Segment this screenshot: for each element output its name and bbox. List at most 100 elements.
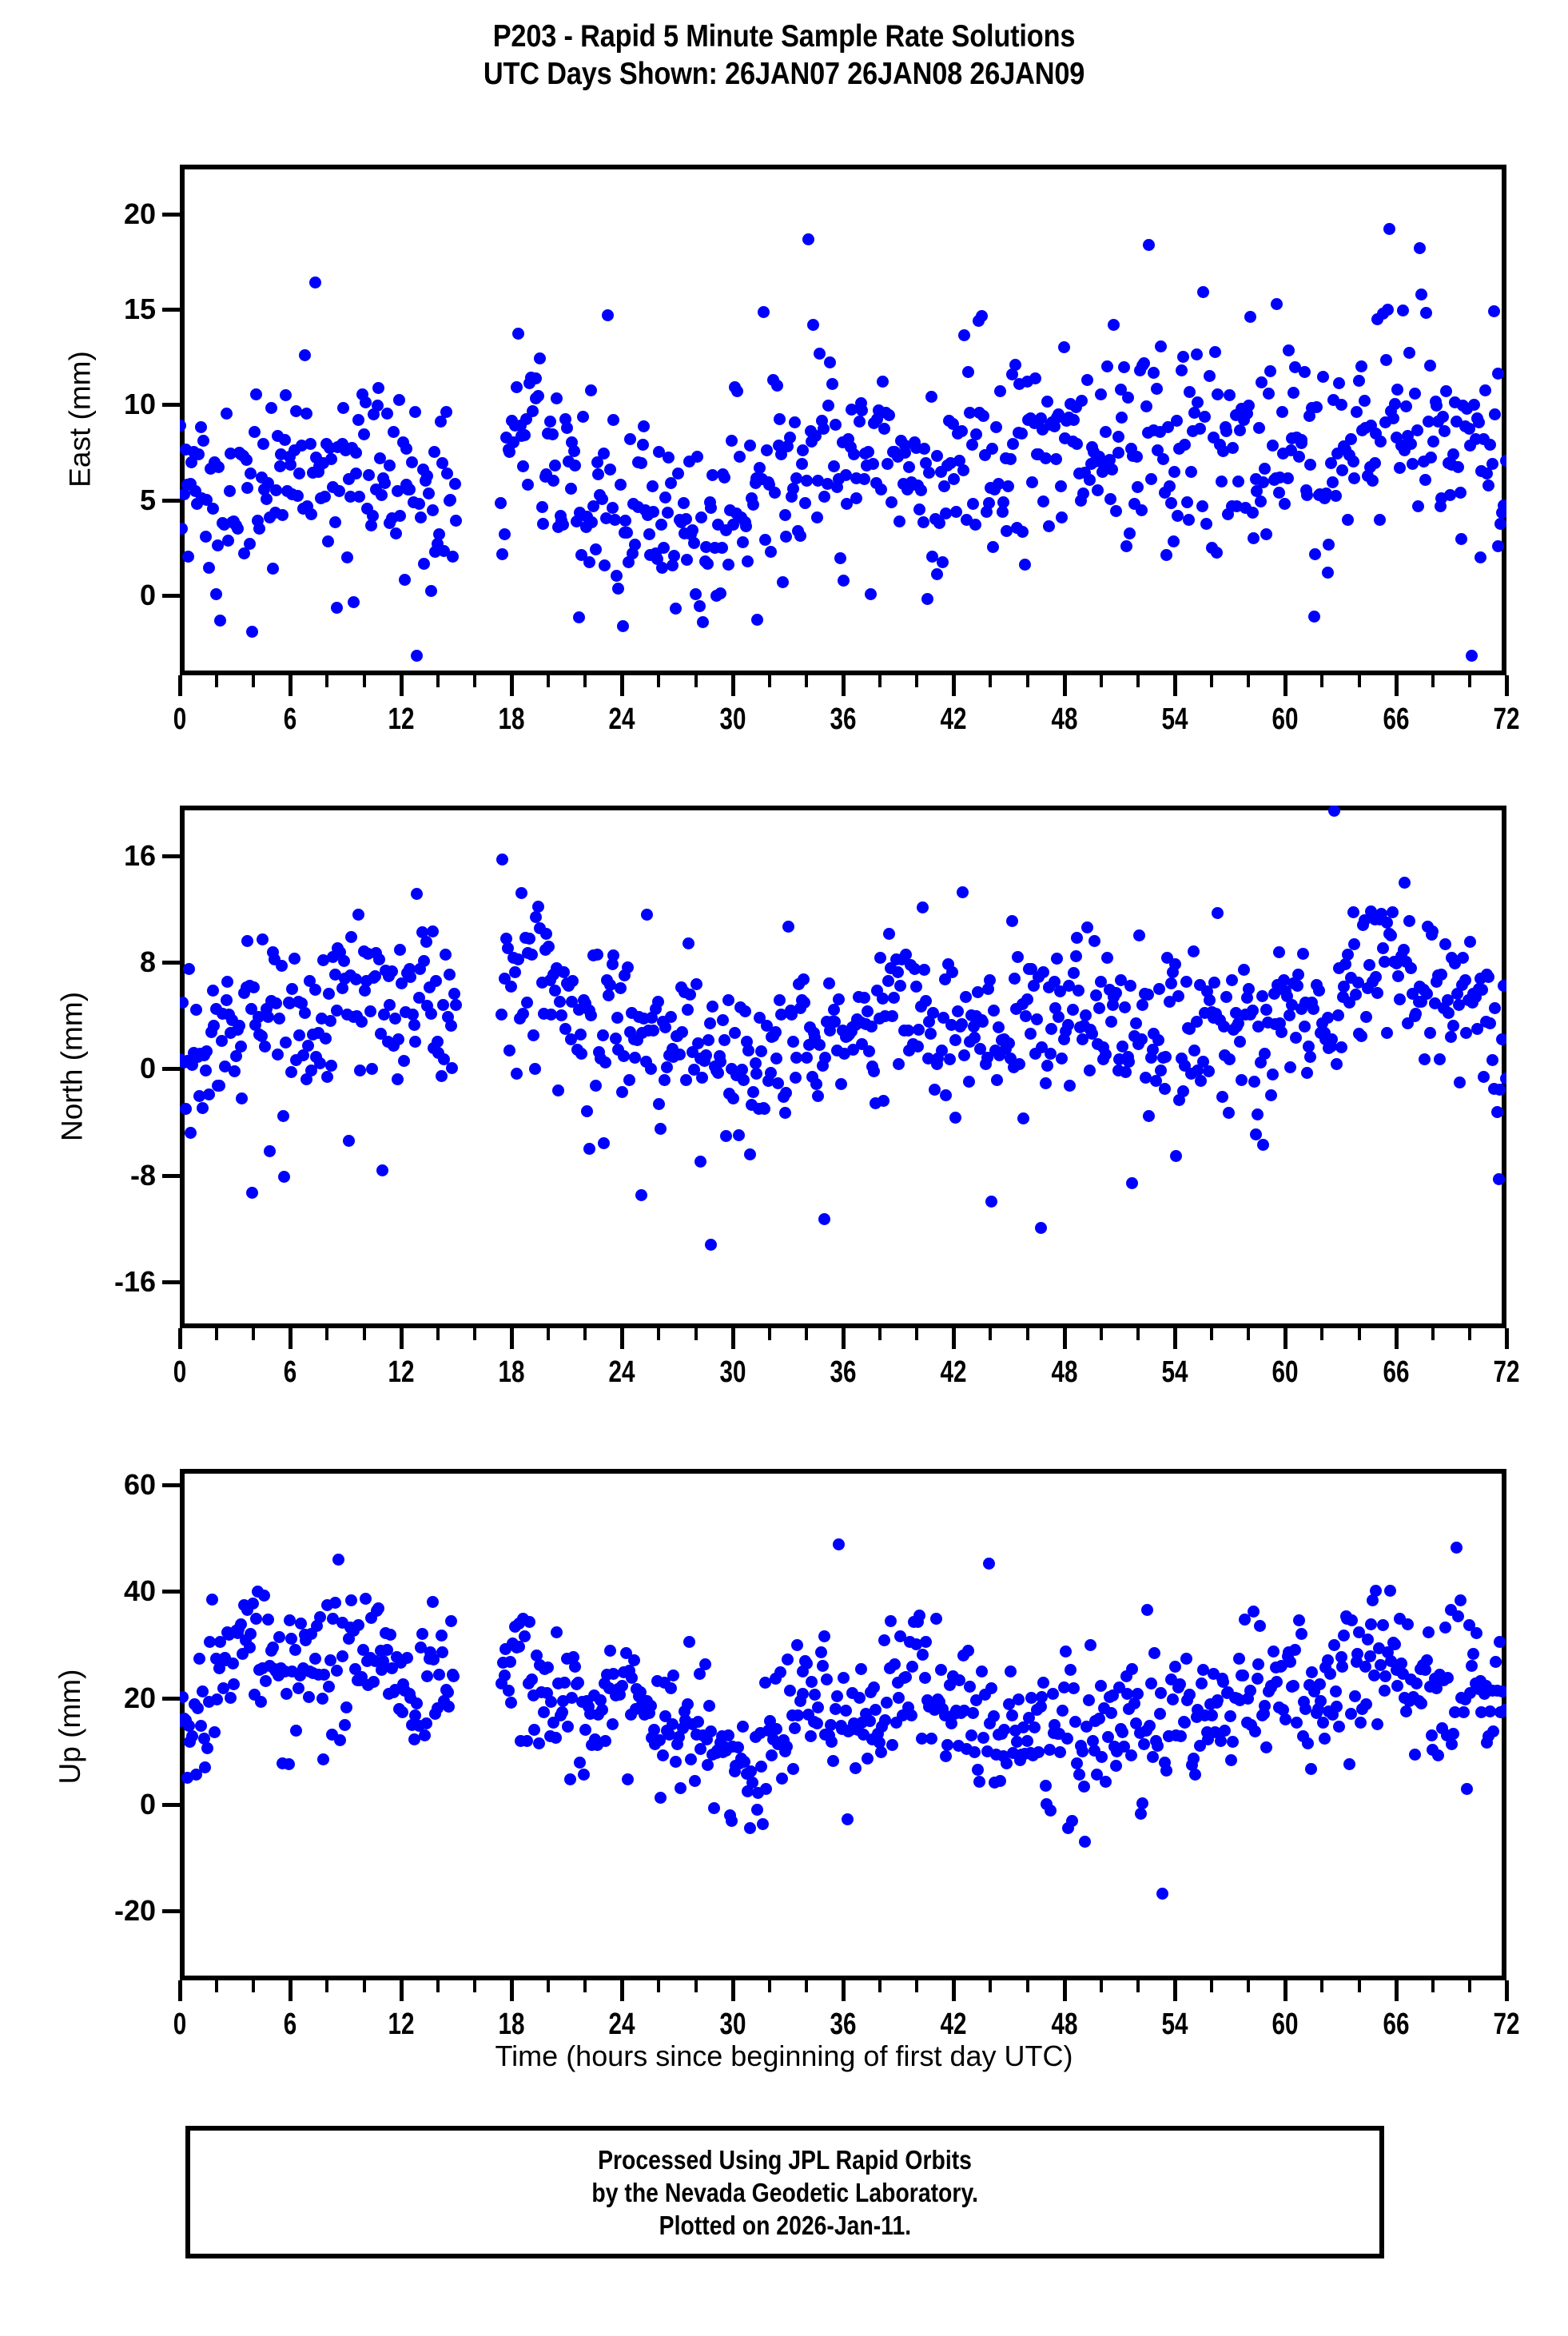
data-point (686, 523, 699, 536)
data-point (874, 484, 887, 496)
data-point (1321, 1654, 1334, 1666)
data-point (1383, 223, 1395, 236)
data-point (1125, 1749, 1138, 1761)
data-point (791, 1709, 804, 1721)
data-point (322, 535, 335, 547)
data-point (1146, 1750, 1159, 1763)
data-point (1035, 1041, 1048, 1053)
data-point (1419, 1663, 1431, 1676)
data-point (824, 356, 837, 369)
data-point (1046, 1687, 1059, 1700)
data-point (957, 885, 969, 898)
data-point (270, 997, 283, 1010)
data-point (930, 450, 943, 463)
data-point (1411, 424, 1423, 437)
x-tick-east (399, 675, 404, 696)
data-point (580, 1104, 593, 1117)
data-point (1327, 476, 1339, 488)
data-point (675, 1025, 688, 1038)
data-point (1266, 439, 1279, 452)
data-point (1061, 1732, 1073, 1745)
data-point (1191, 348, 1204, 361)
data-point (684, 988, 697, 1001)
data-point (1101, 1730, 1114, 1743)
data-point (347, 595, 360, 608)
data-point (1440, 384, 1452, 397)
data-point (1034, 1700, 1047, 1713)
x-tick-east (1099, 675, 1103, 687)
data-point (389, 527, 402, 539)
data-point (420, 1717, 432, 1729)
data-point (1129, 1017, 1142, 1029)
data-point (217, 1682, 229, 1694)
data-point (418, 1729, 431, 1741)
data-point (298, 348, 311, 361)
data-point (1300, 489, 1313, 502)
data-point (359, 984, 372, 997)
data-point (1223, 1106, 1236, 1119)
data-point (1189, 1768, 1202, 1781)
x-tick-up (952, 1980, 957, 2001)
data-point (647, 505, 660, 518)
data-point (1257, 1139, 1270, 1152)
data-point (517, 460, 530, 472)
data-point (1094, 1680, 1107, 1692)
data-point (1208, 976, 1220, 989)
data-point (1145, 1677, 1158, 1689)
data-point (384, 999, 396, 1012)
x-tick-up (1357, 1980, 1361, 1992)
data-point (248, 981, 260, 993)
data-point (1179, 439, 1192, 452)
data-point (229, 1050, 242, 1062)
data-point (1277, 973, 1290, 986)
data-point (878, 1094, 889, 1107)
data-point (722, 559, 735, 571)
data-point (1434, 1053, 1447, 1066)
data-point (798, 973, 810, 985)
x-tick-up (915, 1980, 919, 1992)
data-point (1345, 1707, 1358, 1720)
data-point (1289, 1643, 1302, 1656)
panel-up-plot-area (180, 1469, 1506, 1980)
data-point (539, 928, 552, 941)
x-tick-east (252, 675, 256, 687)
data-point (1431, 1749, 1444, 1761)
data-point (1445, 1737, 1458, 1750)
data-point (1071, 437, 1084, 450)
data-point (499, 527, 511, 540)
data-point (304, 437, 316, 450)
data-point (718, 472, 730, 484)
data-point (922, 1016, 935, 1029)
data-point (1260, 1741, 1273, 1753)
data-point (313, 1611, 326, 1624)
x-tick-north (694, 1328, 698, 1340)
data-point (1379, 1670, 1392, 1683)
data-point (281, 1687, 293, 1700)
x-tick-east (915, 675, 919, 687)
data-point (1217, 1020, 1230, 1033)
data-point (1320, 487, 1333, 499)
data-point (829, 419, 842, 432)
data-point (1025, 1692, 1038, 1705)
data-point (1033, 1746, 1045, 1759)
x-tick-up (583, 1980, 587, 1992)
data-point (1380, 353, 1392, 366)
data-point (1188, 1044, 1200, 1057)
x-tick-up (1431, 1980, 1435, 1992)
data-point (591, 456, 603, 469)
data-point (885, 495, 897, 508)
data-point (1451, 461, 1464, 474)
data-point (696, 1072, 709, 1084)
data-point (547, 474, 560, 487)
data-point (708, 1801, 721, 1814)
data-point (372, 381, 385, 394)
data-point (615, 982, 627, 995)
data-point (837, 574, 850, 587)
data-point (341, 551, 354, 563)
data-point (646, 1012, 659, 1025)
data-point (285, 458, 297, 471)
x-tick-north (1394, 1328, 1399, 1349)
data-point (411, 649, 424, 662)
data-point (331, 602, 344, 615)
x-tick-east (1247, 675, 1251, 687)
